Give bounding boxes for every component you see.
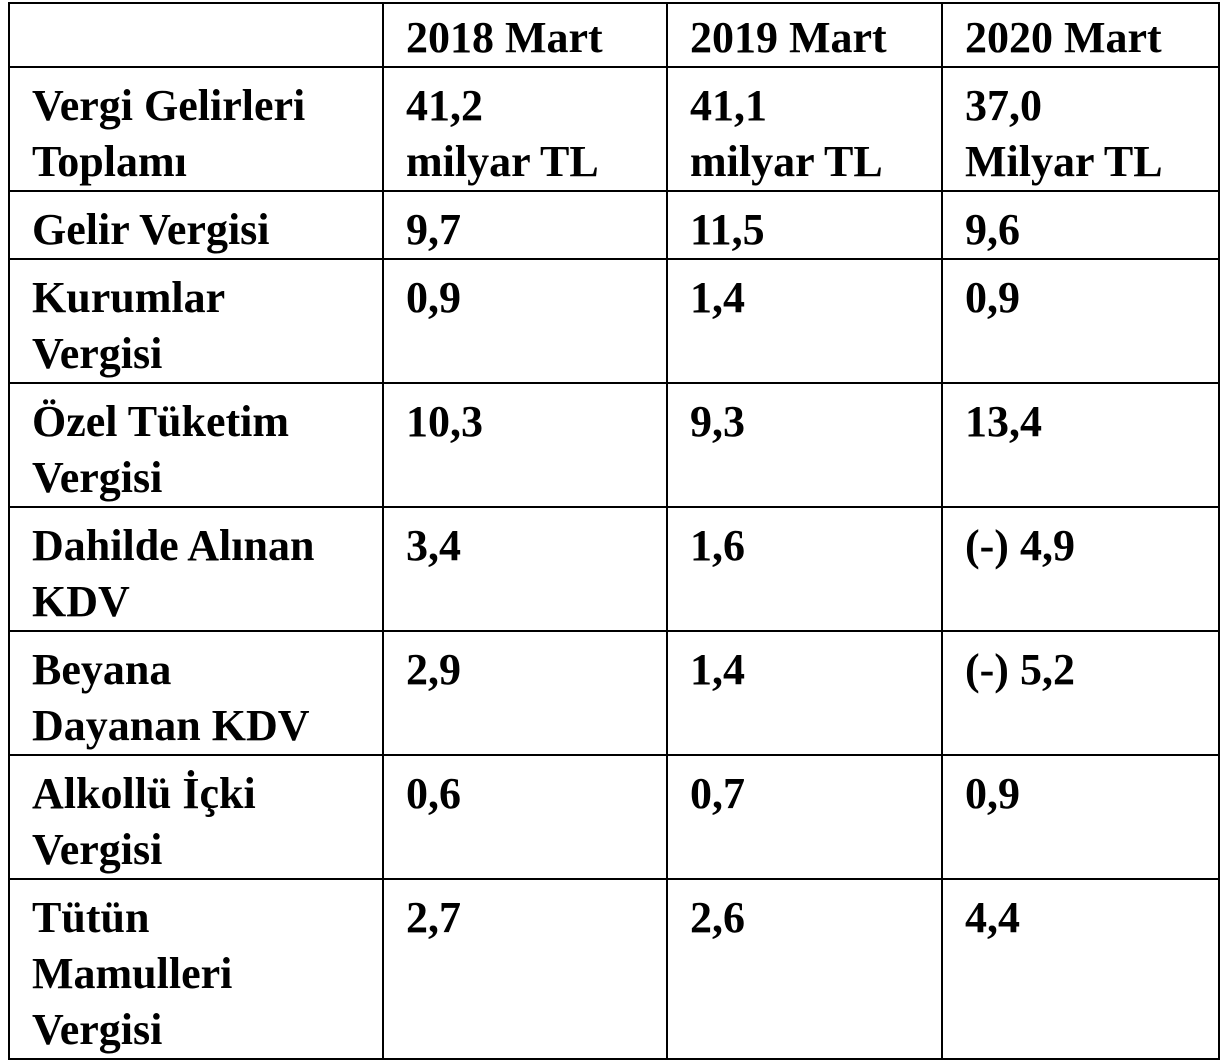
value-line: (-) 4,9 <box>965 521 1075 570</box>
row-label-line: Gelir Vergisi <box>32 205 270 254</box>
row-label: Beyana Dayanan KDV <box>8 630 384 756</box>
value-line: 10,3 <box>406 397 483 446</box>
value-line: 9,3 <box>690 397 745 446</box>
row-label-line: KDV <box>32 577 130 626</box>
row-label-line: Beyana <box>32 645 172 694</box>
row-label-line: Vergisi <box>32 1005 163 1054</box>
value-line: 37,0 <box>965 81 1042 130</box>
value-line: 0,9 <box>965 273 1020 322</box>
row-label-line: Alkollü İçki <box>32 769 256 818</box>
row-label: Gelir Vergisi <box>8 190 384 260</box>
row-label: Dahilde Alınan KDV <box>8 506 384 632</box>
value-2019: 11,5 <box>666 190 943 260</box>
value-line: 11,5 <box>690 205 765 254</box>
value-2018: 3,4 <box>382 506 668 632</box>
header-row: 2018 Mart 2019 Mart 2020 Mart <box>8 2 1220 68</box>
value-line: 13,4 <box>965 397 1042 446</box>
value-line: 0,7 <box>690 769 745 818</box>
value-2018: 2,7 <box>382 878 668 1060</box>
row-label-line: Kurumlar <box>32 273 226 322</box>
value-line: Milyar TL <box>965 137 1163 186</box>
value-line: 9,7 <box>406 205 461 254</box>
table-row: Tütün Mamulleri Vergisi 2,7 2,6 4,4 <box>8 878 1220 1060</box>
row-label-line: Vergisi <box>32 329 163 378</box>
value-2018: 9,7 <box>382 190 668 260</box>
value-line: 1,4 <box>690 645 745 694</box>
value-2019: 1,6 <box>666 506 943 632</box>
value-2019: 9,3 <box>666 382 943 508</box>
value-line: 2,7 <box>406 893 461 942</box>
value-line: 41,2 <box>406 81 483 130</box>
value-line: 2,6 <box>690 893 745 942</box>
value-line: milyar TL <box>690 137 883 186</box>
row-label-line: Mamulleri <box>32 949 233 998</box>
value-2018: 2,9 <box>382 630 668 756</box>
tax-revenue-table: 2018 Mart 2019 Mart 2020 Mart Vergi Geli… <box>8 2 1220 1060</box>
row-label: Tütün Mamulleri Vergisi <box>8 878 384 1060</box>
table-row: Kurumlar Vergisi 0,9 1,4 0,9 <box>8 258 1220 384</box>
row-label: Vergi Gelirleri Toplamı <box>8 66 384 192</box>
table-row: Dahilde Alınan KDV 3,4 1,6 (-) 4,9 <box>8 506 1220 632</box>
value-line: (-) 5,2 <box>965 645 1075 694</box>
value-line: 0,6 <box>406 769 461 818</box>
value-2018: 41,2 milyar TL <box>382 66 668 192</box>
value-2020: 0,9 <box>941 258 1220 384</box>
row-label: Kurumlar Vergisi <box>8 258 384 384</box>
value-line: 0,9 <box>406 273 461 322</box>
value-2019: 1,4 <box>666 258 943 384</box>
row-label-line: Vergisi <box>32 825 163 874</box>
value-2020: (-) 4,9 <box>941 506 1220 632</box>
value-2019: 1,4 <box>666 630 943 756</box>
row-label-line: Dayanan KDV <box>32 701 310 750</box>
header-2020: 2020 Mart <box>941 2 1220 68</box>
row-label-line: Özel Tüketim <box>32 397 290 446</box>
table-row: Alkollü İçki Vergisi 0,6 0,7 0,9 <box>8 754 1220 880</box>
value-2020: 4,4 <box>941 878 1220 1060</box>
value-line: 2,9 <box>406 645 461 694</box>
table-row: Vergi Gelirleri Toplamı 41,2 milyar TL 4… <box>8 66 1220 192</box>
value-2020: (-) 5,2 <box>941 630 1220 756</box>
header-2019: 2019 Mart <box>666 2 943 68</box>
row-label-line: Vergisi <box>32 453 163 502</box>
value-2018: 0,9 <box>382 258 668 384</box>
row-label: Özel Tüketim Vergisi <box>8 382 384 508</box>
value-2018: 10,3 <box>382 382 668 508</box>
row-label-line: Tütün <box>32 893 150 942</box>
value-2019: 0,7 <box>666 754 943 880</box>
value-line: milyar TL <box>406 137 599 186</box>
value-line: 9,6 <box>965 205 1020 254</box>
value-line: 3,4 <box>406 521 461 570</box>
row-label-line: Vergi Gelirleri <box>32 81 306 130</box>
row-label-line: Dahilde Alınan <box>32 521 315 570</box>
table-row: Gelir Vergisi 9,7 11,5 9,6 <box>8 190 1220 260</box>
value-line: 41,1 <box>690 81 767 130</box>
value-line: 0,9 <box>965 769 1020 818</box>
value-2019: 41,1 milyar TL <box>666 66 943 192</box>
value-line: 1,6 <box>690 521 745 570</box>
value-2020: 37,0 Milyar TL <box>941 66 1220 192</box>
row-label-line: Toplamı <box>32 137 187 186</box>
value-2020: 13,4 <box>941 382 1220 508</box>
value-2020: 9,6 <box>941 190 1220 260</box>
header-empty-cell <box>8 2 384 68</box>
value-line: 4,4 <box>965 893 1020 942</box>
row-label: Alkollü İçki Vergisi <box>8 754 384 880</box>
value-line: 1,4 <box>690 273 745 322</box>
table-row: Özel Tüketim Vergisi 10,3 9,3 13,4 <box>8 382 1220 508</box>
table-row: Beyana Dayanan KDV 2,9 1,4 (-) 5,2 <box>8 630 1220 756</box>
value-2019: 2,6 <box>666 878 943 1060</box>
header-2018: 2018 Mart <box>382 2 668 68</box>
value-2018: 0,6 <box>382 754 668 880</box>
value-2020: 0,9 <box>941 754 1220 880</box>
